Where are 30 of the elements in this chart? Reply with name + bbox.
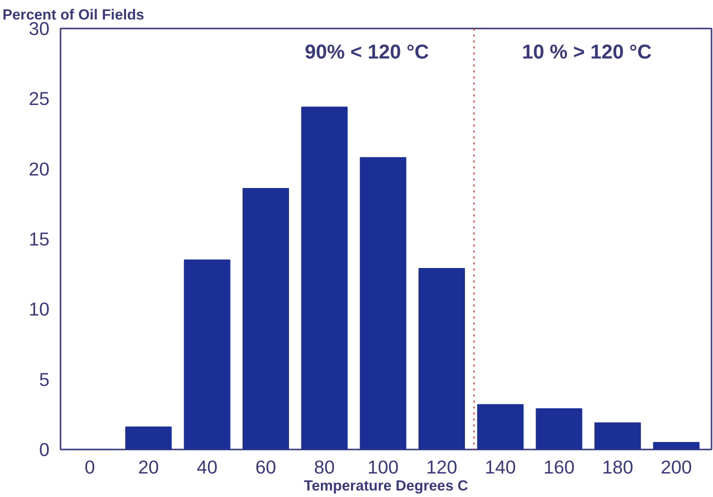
y-tick-label: 15: [28, 228, 50, 250]
x-tick-label: 0: [84, 456, 96, 478]
annotation: 10 % > 120 °C: [522, 42, 652, 64]
x-tick-label: 160: [543, 456, 575, 478]
bar: [242, 188, 289, 450]
y-tick-label: 5: [39, 368, 50, 390]
x-tick-label: 140: [484, 456, 516, 478]
y-tick-label: 10: [28, 298, 50, 320]
x-tick-label: 20: [138, 456, 159, 478]
x-tick-label: 180: [602, 456, 634, 478]
y-tick-label: 25: [28, 88, 50, 110]
bar: [536, 408, 582, 450]
bar: [594, 422, 641, 450]
bar: [477, 404, 524, 450]
x-tick-label: 120: [426, 456, 458, 478]
x-axis-title: Temperature Degrees C: [304, 478, 469, 494]
bar: [125, 426, 172, 450]
bar: [360, 157, 406, 450]
x-tick-label: 60: [255, 456, 276, 478]
bar: [184, 260, 230, 450]
y-tick-label: 20: [28, 158, 50, 180]
bar: [418, 268, 465, 450]
bar: [301, 106, 348, 450]
annotation: 90% < 120 °C: [304, 42, 429, 64]
x-tick-label: 40: [196, 456, 218, 478]
x-tick-label: 80: [314, 456, 335, 478]
y-tick-label: 0: [39, 439, 50, 460]
bar: [653, 442, 700, 450]
x-tick-label: 100: [368, 456, 399, 478]
x-tick-label: 200: [660, 456, 692, 478]
